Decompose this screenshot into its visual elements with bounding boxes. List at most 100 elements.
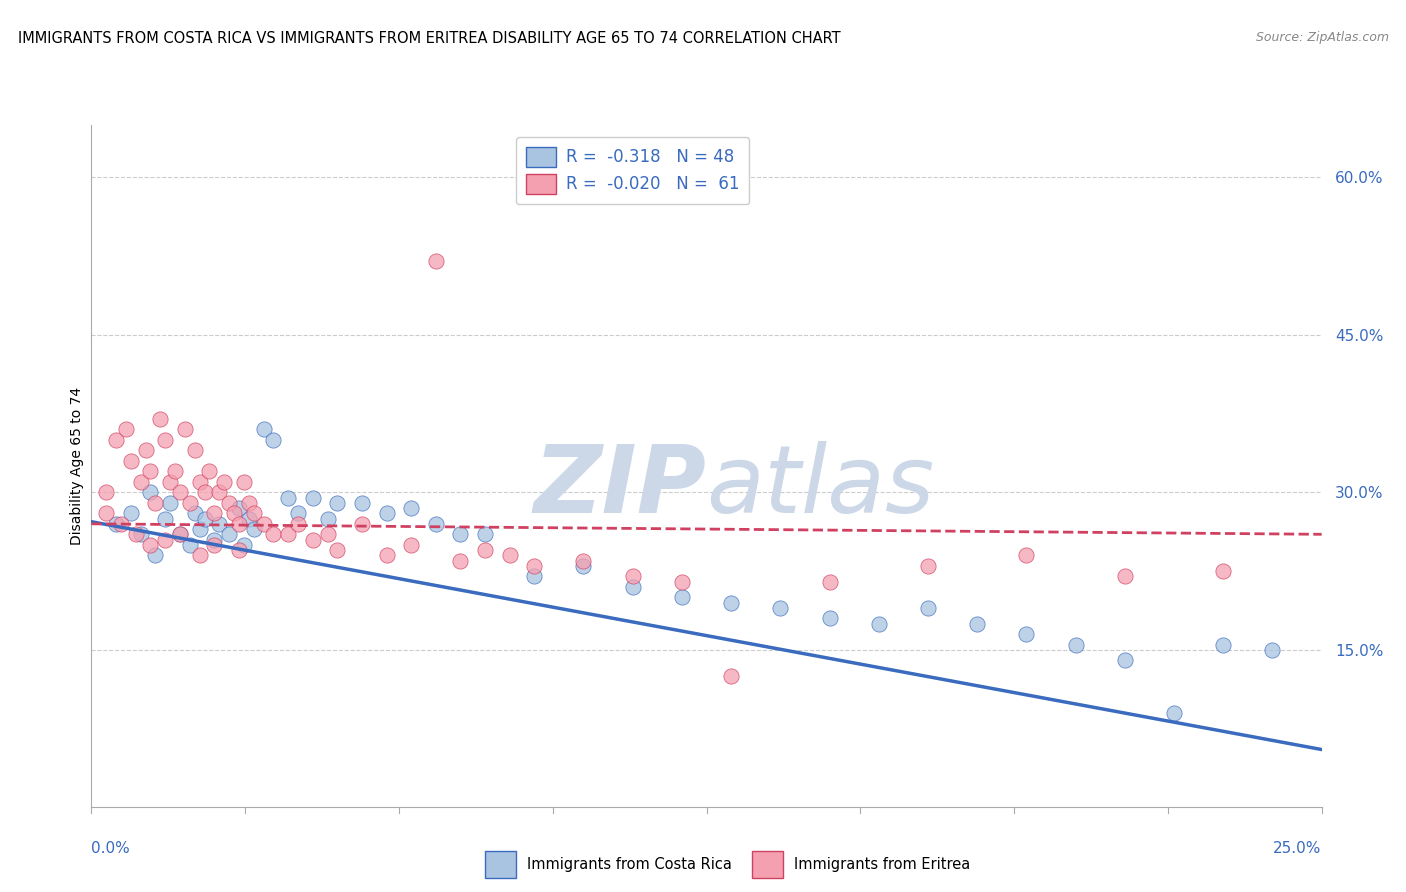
Point	[301, 533, 323, 547]
Point	[169, 527, 191, 541]
Text: Immigrants from Eritrea: Immigrants from Eritrea	[794, 857, 970, 871]
Point	[198, 464, 221, 478]
Point	[868, 616, 890, 631]
Point	[188, 475, 211, 489]
Point	[202, 533, 225, 547]
Point	[301, 491, 323, 505]
Point	[818, 611, 841, 625]
Point	[105, 433, 127, 447]
Point	[621, 580, 644, 594]
Point	[352, 496, 374, 510]
Point	[218, 496, 240, 510]
Point	[1212, 638, 1234, 652]
Point	[262, 527, 284, 541]
Point	[153, 433, 177, 447]
Point	[169, 485, 191, 500]
Point	[399, 538, 422, 552]
Point	[218, 527, 240, 541]
Point	[139, 464, 162, 478]
Point	[720, 596, 742, 610]
Point	[498, 549, 520, 563]
Text: IMMIGRANTS FROM COSTA RICA VS IMMIGRANTS FROM ERITREA DISABILITY AGE 65 TO 74 CO: IMMIGRANTS FROM COSTA RICA VS IMMIGRANTS…	[18, 31, 841, 46]
Point	[179, 496, 201, 510]
Legend: R =  -0.318   N = 48, R =  -0.020   N =  61: R = -0.318 N = 48, R = -0.020 N = 61	[516, 136, 749, 204]
Y-axis label: Disability Age 65 to 74: Disability Age 65 to 74	[70, 387, 84, 545]
Point	[1114, 569, 1136, 583]
Point	[183, 506, 207, 520]
Text: Source: ZipAtlas.com: Source: ZipAtlas.com	[1256, 31, 1389, 45]
Text: atlas: atlas	[706, 441, 935, 532]
Point	[212, 475, 235, 489]
Point	[277, 491, 299, 505]
Point	[253, 422, 276, 436]
Point	[169, 527, 191, 541]
Point	[242, 522, 264, 536]
Point	[145, 549, 166, 563]
Point	[1163, 706, 1185, 720]
Point	[124, 527, 146, 541]
Point	[149, 412, 172, 426]
Point	[523, 569, 546, 583]
Point	[202, 538, 225, 552]
Text: 0.0%: 0.0%	[91, 841, 131, 856]
Point	[96, 485, 117, 500]
Point	[1114, 653, 1136, 667]
Point	[96, 506, 117, 520]
Point	[120, 506, 142, 520]
Point	[1015, 549, 1038, 563]
Point	[253, 516, 276, 531]
Point	[208, 485, 231, 500]
Point	[449, 553, 471, 567]
Point	[238, 511, 260, 525]
Point	[572, 558, 595, 573]
Point	[188, 522, 211, 536]
Point	[163, 464, 186, 478]
Point	[621, 569, 644, 583]
Point	[316, 511, 339, 525]
Point	[110, 516, 132, 531]
Point	[193, 511, 217, 525]
Point	[287, 506, 309, 520]
Point	[202, 506, 225, 520]
Point	[139, 485, 162, 500]
Point	[193, 485, 217, 500]
Point	[129, 527, 152, 541]
Text: 25.0%: 25.0%	[1274, 841, 1322, 856]
Point	[474, 543, 496, 558]
Point	[316, 527, 339, 541]
Point	[153, 511, 177, 525]
Point	[425, 516, 447, 531]
Point	[1212, 564, 1234, 578]
Point	[228, 516, 250, 531]
Point	[474, 527, 496, 541]
Point	[352, 516, 374, 531]
Point	[326, 496, 349, 510]
Point	[917, 600, 939, 615]
Point	[1064, 638, 1087, 652]
Point	[917, 558, 939, 573]
Point	[399, 501, 422, 516]
Point	[153, 533, 177, 547]
Point	[287, 516, 309, 531]
Point	[145, 496, 166, 510]
Point	[120, 454, 142, 468]
Point	[572, 553, 595, 567]
Point	[238, 496, 260, 510]
Text: ZIP: ZIP	[534, 441, 706, 533]
Point	[114, 422, 138, 436]
Point	[105, 516, 127, 531]
Point	[188, 549, 211, 563]
Point	[129, 475, 152, 489]
Point	[769, 600, 792, 615]
Point	[966, 616, 988, 631]
Point	[159, 475, 181, 489]
Point	[135, 443, 156, 458]
Point	[232, 538, 256, 552]
Point	[139, 538, 162, 552]
Point	[174, 422, 197, 436]
Point	[242, 506, 264, 520]
Point	[208, 516, 231, 531]
Point	[375, 506, 398, 520]
Point	[232, 475, 256, 489]
Point	[277, 527, 299, 541]
